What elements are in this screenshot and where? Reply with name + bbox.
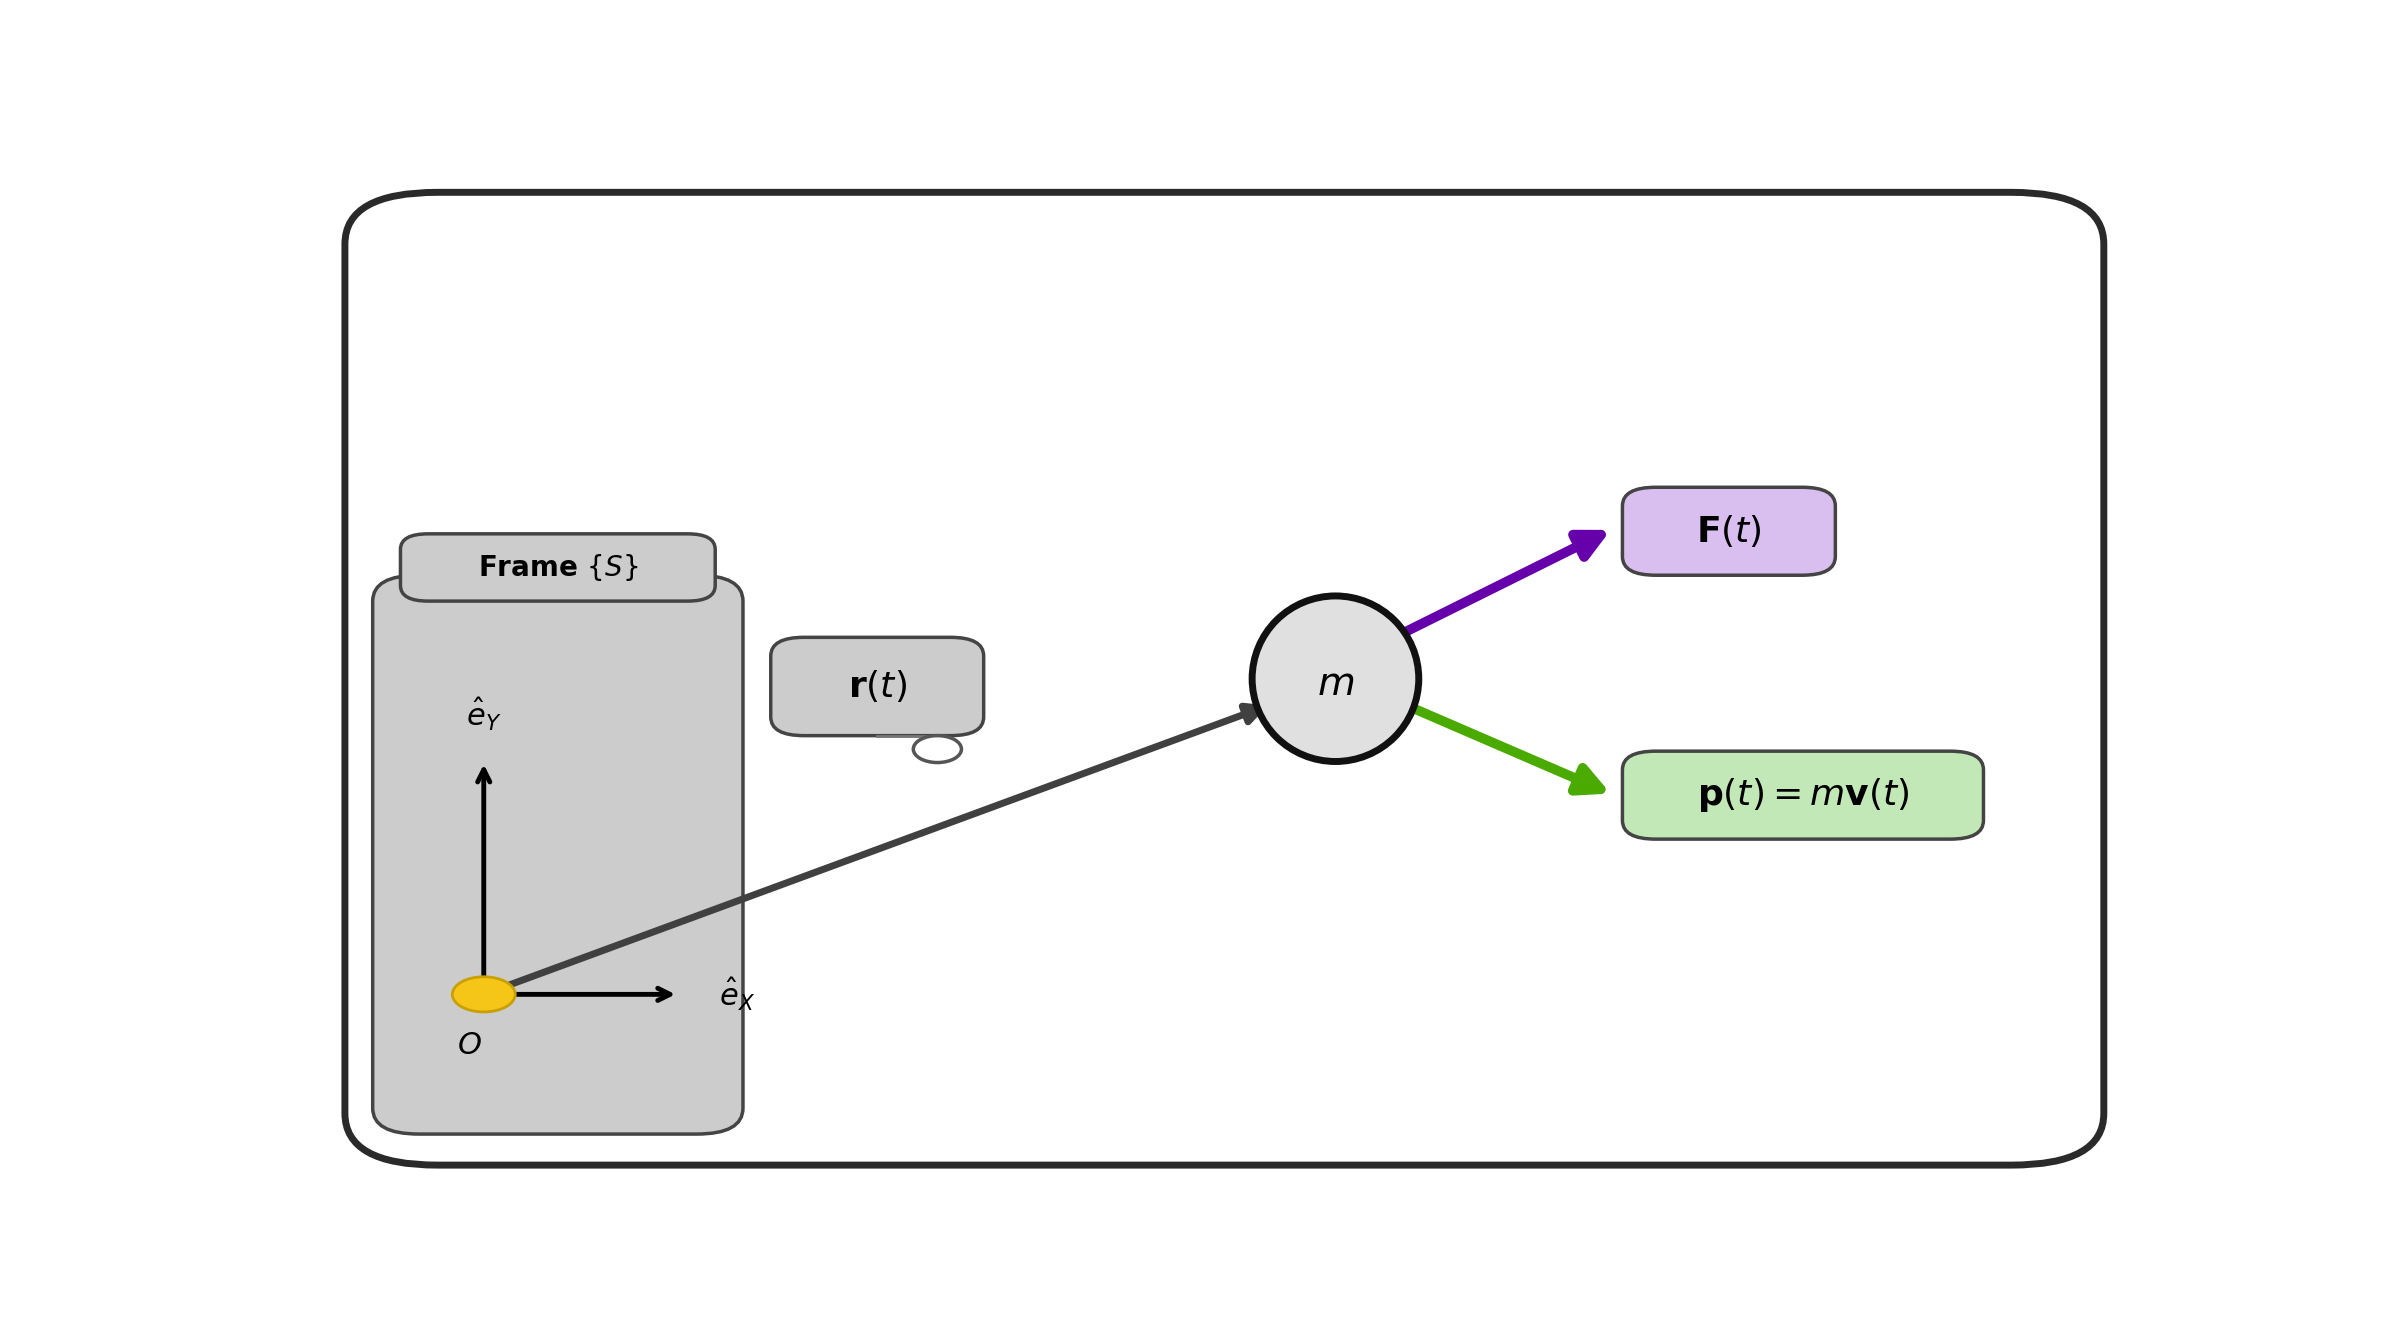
FancyBboxPatch shape (373, 575, 743, 1134)
Text: $m$: $m$ (1316, 665, 1355, 703)
Circle shape (913, 735, 960, 762)
FancyBboxPatch shape (1622, 751, 1983, 839)
FancyBboxPatch shape (344, 192, 2105, 1165)
Ellipse shape (1252, 595, 1419, 762)
Circle shape (452, 977, 516, 1012)
Text: $\mathbf{F}(t)$: $\mathbf{F}(t)$ (1696, 513, 1761, 550)
Text: $O$: $O$ (456, 1031, 480, 1059)
Text: $\hat{e}_X$: $\hat{e}_X$ (719, 976, 755, 1013)
Text: Frame $\{S\}$: Frame $\{S\}$ (478, 552, 638, 583)
Text: $\hat{e}_Y$: $\hat{e}_Y$ (466, 695, 502, 732)
FancyBboxPatch shape (772, 637, 984, 735)
Text: $\mathbf{r}(t)$: $\mathbf{r}(t)$ (848, 668, 908, 704)
FancyBboxPatch shape (1622, 488, 1835, 575)
Text: $\mathbf{p}(t) = m\mathbf{v}(t)$: $\mathbf{p}(t) = m\mathbf{v}(t)$ (1696, 775, 1909, 814)
FancyBboxPatch shape (401, 534, 714, 601)
